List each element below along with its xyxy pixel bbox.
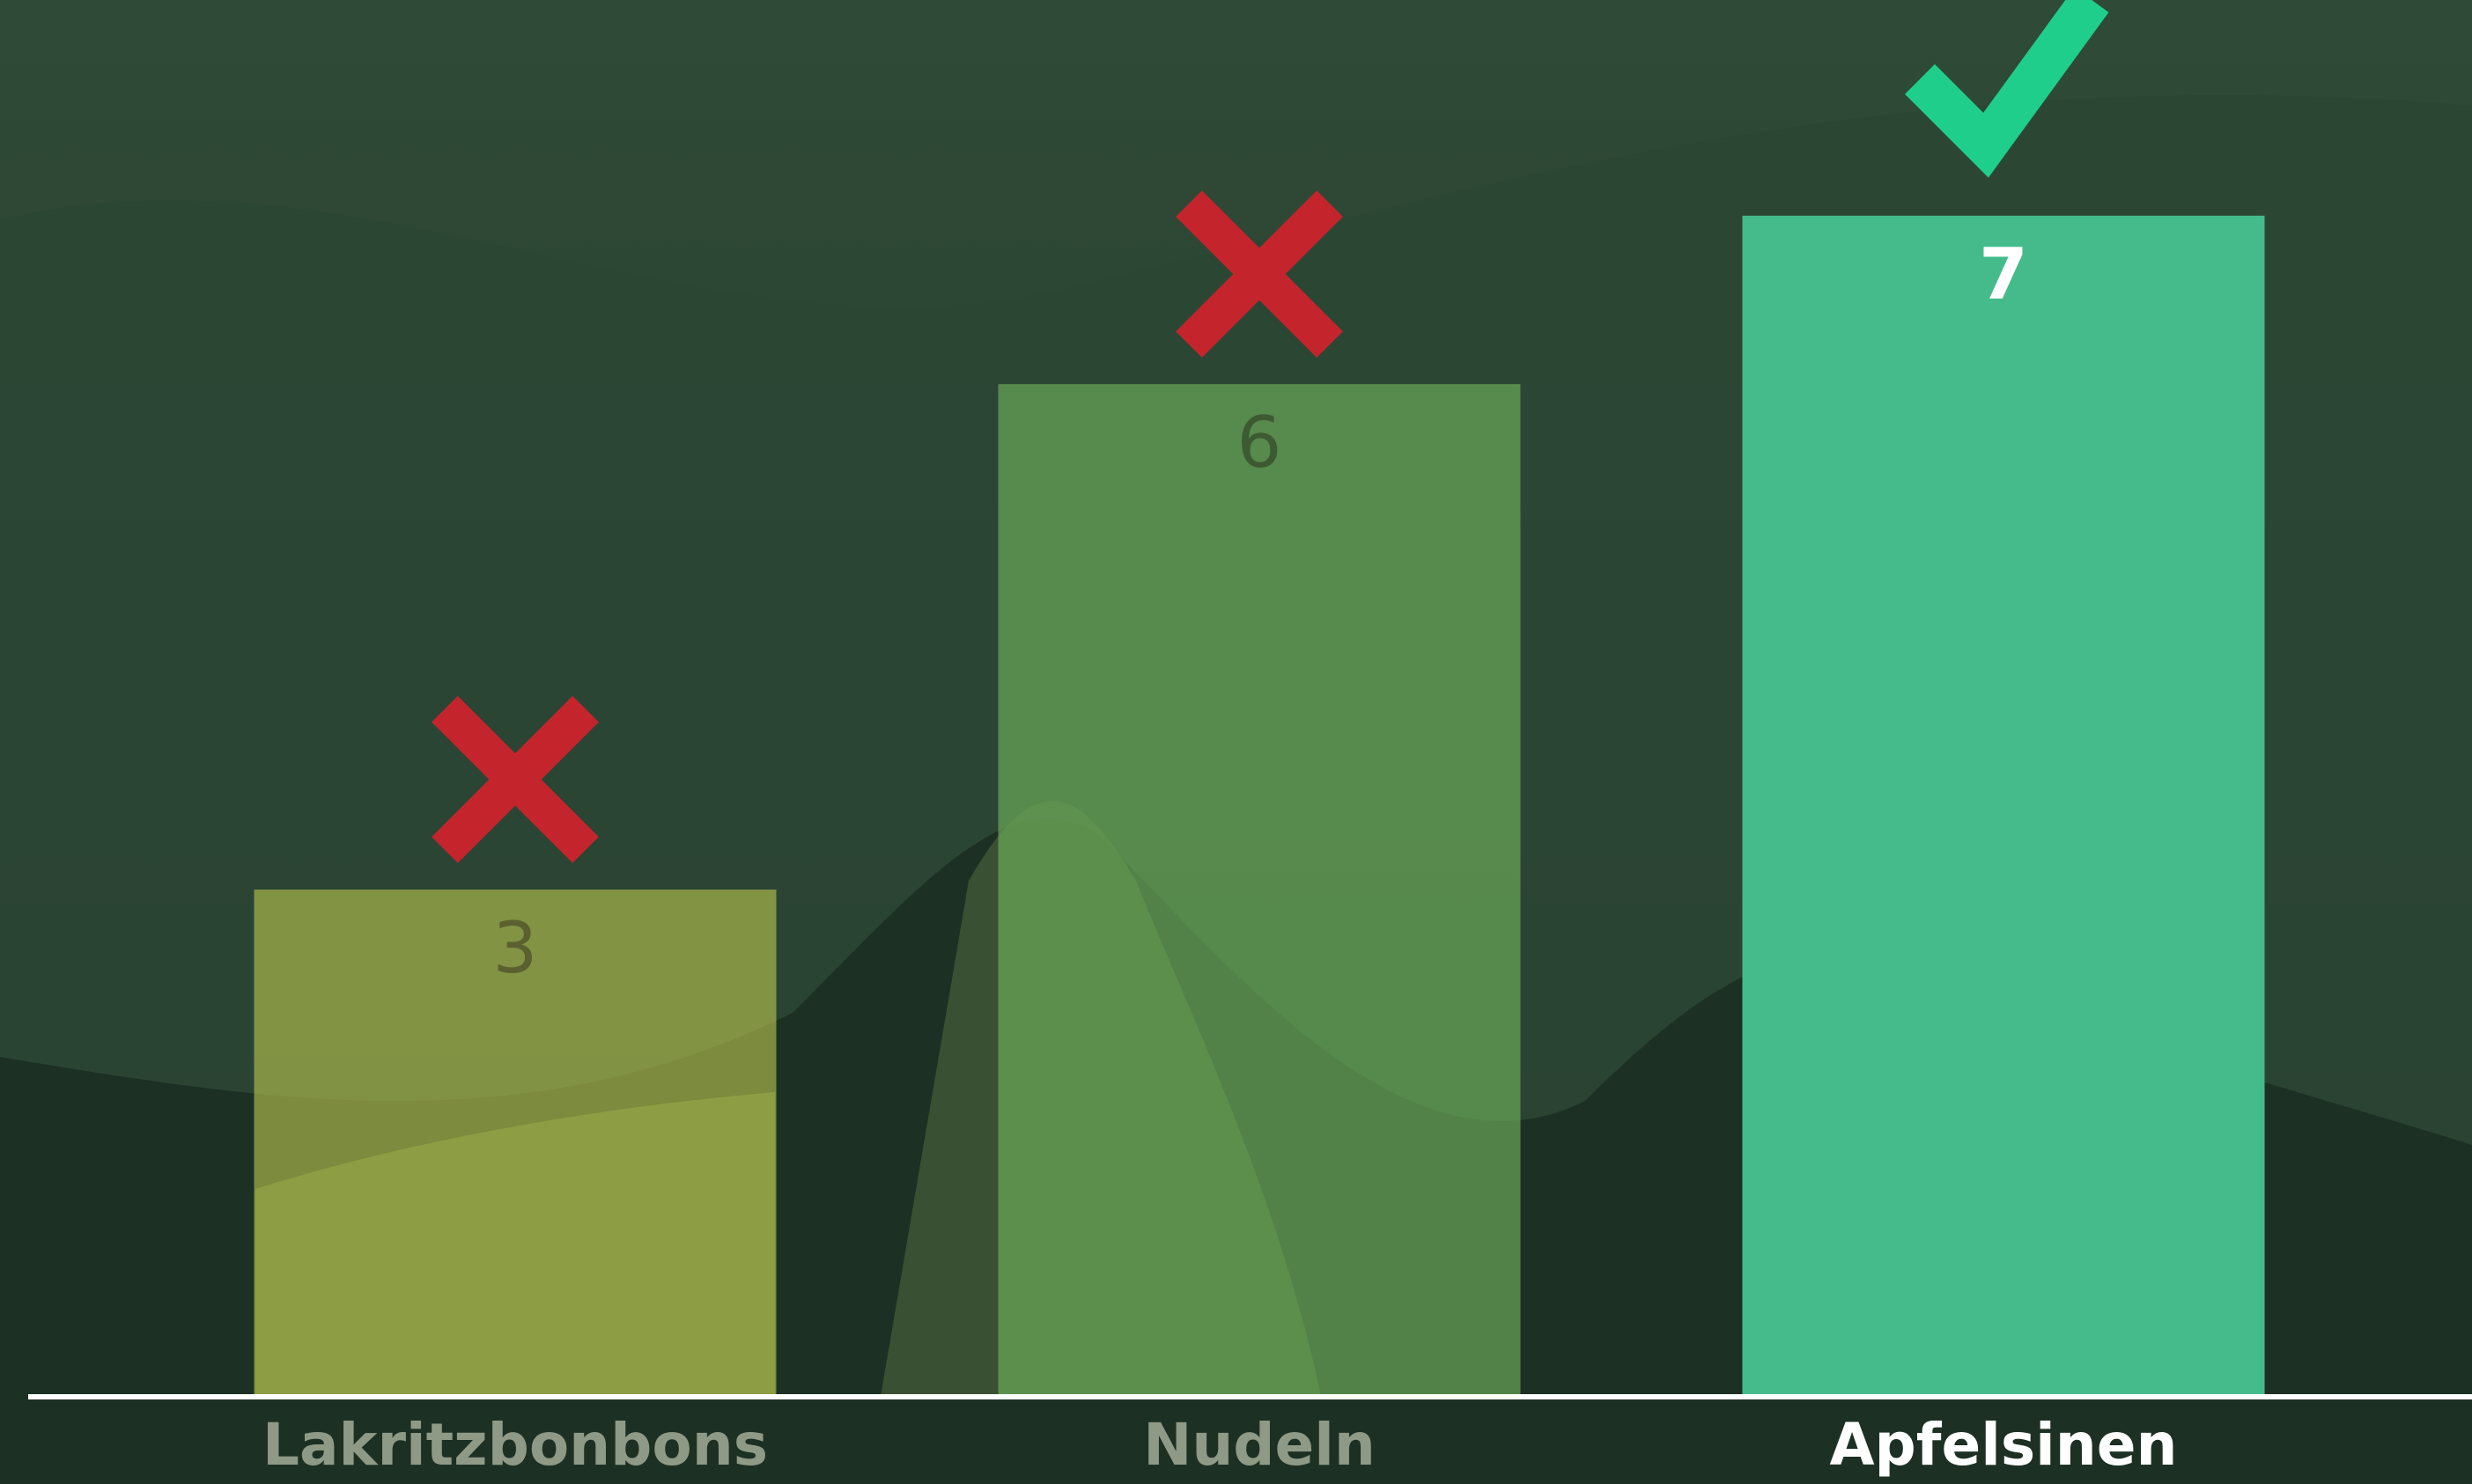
x-tick-label: Lakritzbonbons xyxy=(262,1411,768,1479)
chart: 3 Lakritzbonbons 6 Nudeln 7 Apfelsinen xyxy=(0,0,2472,1484)
value-label: 6 xyxy=(1237,402,1282,484)
x-tick-label: Apfelsinen xyxy=(1829,1411,2177,1479)
value-label: 7 xyxy=(1979,233,2028,315)
bar xyxy=(1743,216,2265,1395)
x-tick-label: Nudeln xyxy=(1143,1411,1376,1479)
bar xyxy=(999,384,1521,1395)
value-label: 3 xyxy=(493,907,538,989)
